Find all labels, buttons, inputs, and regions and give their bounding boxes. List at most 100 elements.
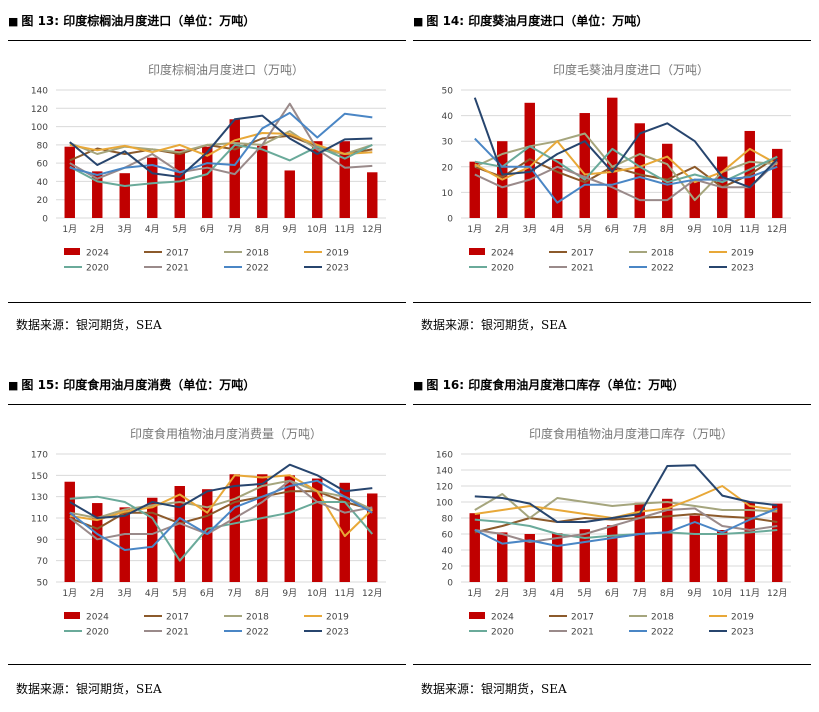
y-tick-label: 60	[37, 160, 49, 170]
legend-label-2023: 2023	[731, 264, 754, 274]
x-tick-label: 11月	[335, 224, 355, 235]
series-line-2019	[69, 474, 373, 538]
y-tick-label: 70	[37, 557, 49, 567]
legend-label-2024: 2024	[491, 613, 514, 623]
legend-label-2019: 2019	[326, 613, 349, 623]
series-line-2019	[474, 140, 778, 184]
y-tick-label: 0	[447, 215, 453, 225]
bar-2024-5	[174, 149, 185, 218]
x-tick-label: 7月	[632, 224, 647, 235]
chart-container: 印度食用植物油月度消费量（万吨） 50 70 90 110 130 150 170 1月 2月 3月…	[8, 414, 406, 664]
x-tick-label: 12月	[362, 224, 382, 235]
legend-label-2023: 2023	[326, 628, 349, 638]
bar-2024-4	[552, 533, 563, 582]
x-tick-label: 11月	[335, 588, 355, 599]
y-tick-label: 0	[447, 579, 453, 589]
x-tick-label: 8月	[255, 224, 270, 235]
legend-swatch-2024	[469, 612, 485, 619]
x-tick-label: 3月	[117, 588, 132, 599]
bar-2024-10	[312, 478, 323, 582]
bar-2024-7	[229, 474, 240, 582]
x-tick-label: 5月	[172, 224, 187, 235]
figure-label: 图 16:	[426, 378, 465, 392]
legend-label-2021: 2021	[166, 628, 189, 638]
x-tick-label: 2月	[90, 588, 105, 599]
x-tick-label: 6月	[200, 224, 215, 235]
figure-label: 图 14:	[426, 14, 465, 28]
figure-title: 印度食用油月度港口库存（单位：万吨）	[468, 378, 685, 392]
legend-label-2018: 2018	[246, 613, 269, 623]
legend-label-2022: 2022	[651, 628, 674, 638]
figure-panel-16: ■ 图 16: 印度食用油月度港口库存（单位：万吨） 印度食用植物油月度港口库存（…	[413, 372, 811, 702]
legend-label-2017: 2017	[166, 249, 189, 259]
x-tick-label: 5月	[172, 588, 187, 599]
legend-swatch-2024	[64, 248, 80, 255]
x-tick-label: 3月	[522, 588, 537, 599]
bar-2024-5	[579, 113, 590, 218]
bar-2024-9	[284, 475, 295, 582]
data-source: 数据来源：银河期货，SEA	[16, 682, 162, 696]
bar-2024-12	[772, 503, 783, 582]
x-tick-label: 6月	[605, 588, 620, 599]
y-tick-label: 90	[37, 536, 49, 546]
chart-title: 印度食用植物油月度消费量（万吨）	[130, 426, 322, 441]
x-tick-label: 1月	[467, 588, 482, 599]
legend-label-2020: 2020	[491, 264, 514, 274]
chart-container: 印度食用植物油月度港口库存（万吨） 0 20 40 60 80 100 120 140 160 1月…	[413, 414, 811, 664]
legend-label-2020: 2020	[491, 628, 514, 638]
x-tick-label: 5月	[577, 224, 592, 235]
palm-oil-import-chart: 印度棕榈油月度进口（万吨） 0 20 40 60 80 100 120 140 1月 2月 3月 4月 5…	[31, 62, 386, 274]
source-rule	[8, 664, 406, 665]
x-tick-label: 11月	[740, 588, 760, 599]
x-tick-label: 9月	[687, 588, 702, 599]
y-tick-label: 50	[442, 87, 454, 97]
y-tick-label: 20	[442, 563, 454, 573]
x-tick-label: 12月	[767, 224, 787, 235]
x-tick-label: 9月	[282, 588, 297, 599]
y-tick-label: 40	[37, 178, 49, 188]
series-line-2018	[474, 132, 778, 202]
legend-label-2020: 2020	[86, 628, 109, 638]
chart-title: 印度毛葵油月度进口（万吨）	[553, 62, 709, 77]
bar-2024-11	[744, 502, 755, 582]
x-tick-label: 10月	[307, 588, 327, 599]
x-tick-label: 4月	[550, 588, 565, 599]
y-tick-label: 40	[442, 112, 454, 122]
y-tick-label: 130	[31, 493, 48, 503]
bar-2024-3	[524, 102, 535, 218]
bar-2024-5	[174, 486, 185, 582]
y-tick-label: 140	[31, 87, 48, 97]
legend-label-2018: 2018	[651, 249, 674, 259]
sunflower-oil-import-chart: 印度毛葵油月度进口（万吨） 0 10 20 30 40 50 1月 2月 3月 4月 5月 6月 7月 8月…	[442, 62, 791, 274]
y-tick-label: 0	[42, 215, 48, 225]
legend-label-2017: 2017	[571, 249, 594, 259]
bullet-square-icon: ■	[413, 15, 424, 28]
bar-2024-8	[662, 143, 673, 218]
bar-2024-11	[339, 482, 350, 582]
bar-2024-3	[119, 173, 130, 218]
legend-label-2022: 2022	[651, 264, 674, 274]
y-tick-label: 20	[442, 163, 454, 173]
legend-label-2019: 2019	[326, 249, 349, 259]
legend-label-2017: 2017	[166, 613, 189, 623]
heading-rule	[8, 404, 406, 405]
series-line-2018	[474, 493, 778, 519]
series-line-2023	[69, 463, 373, 519]
figure-panel-14: ■ 图 14: 印度葵油月度进口（单位：万吨） 印度毛葵油月度进口（万吨） 0 10 2…	[413, 8, 811, 338]
series-line-2022	[69, 111, 373, 176]
bar-2024-9	[689, 515, 700, 582]
bar-2024-7	[229, 119, 240, 218]
legend-label-2021: 2021	[166, 264, 189, 274]
legend-label-2024: 2024	[86, 249, 109, 259]
bar-2024-7	[634, 123, 645, 218]
y-tick-label: 140	[436, 467, 453, 477]
bar-2024-5	[579, 529, 590, 582]
x-tick-label: 2月	[495, 224, 510, 235]
legend-label-2024: 2024	[86, 613, 109, 623]
bar-2024-4	[552, 159, 563, 218]
x-tick-label: 8月	[660, 224, 675, 235]
bar-2024-10	[717, 530, 728, 582]
y-tick-label: 170	[31, 451, 48, 461]
figure-heading: ■ 图 13: 印度棕榈油月度进口（单位：万吨）	[8, 12, 255, 29]
x-tick-label: 9月	[282, 224, 297, 235]
